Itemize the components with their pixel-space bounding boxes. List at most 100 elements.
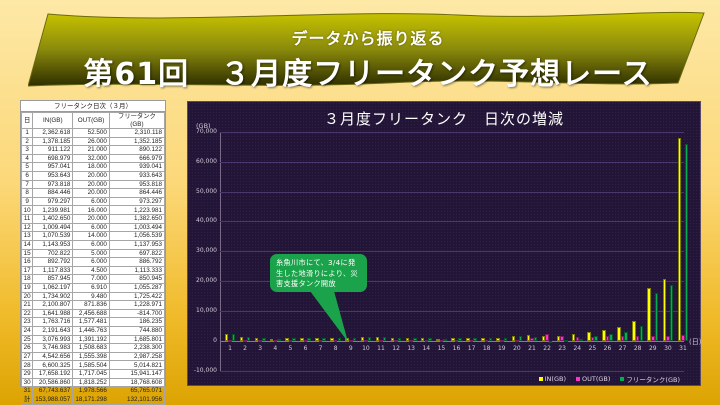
table-row: 31 67,743.637 1,978.566 65,765.071 [20, 386, 166, 396]
cell-freetank: 890.122 [108, 145, 166, 155]
annotation-callout: 糸魚川市にて、3/4に発生した地滑りにより、災害支援タンク開放 [270, 254, 367, 292]
bar-out-day-9 [349, 340, 353, 343]
cell-out: 20.000 [72, 179, 110, 190]
legend-item-in: IN(GB) [538, 375, 566, 383]
bar-ft-day-10 [367, 337, 372, 341]
cell-in: 1,402.650 [32, 214, 74, 224]
gridline [220, 311, 684, 313]
table-row: 17 1,117.833 4.500 1,113.333 [20, 265, 166, 276]
cell-freetank: 5,014.821 [108, 360, 166, 371]
x-tick-label: 16 [452, 345, 461, 352]
bar-in-day-13 [405, 337, 410, 341]
cell-in: 1,734.902 [32, 291, 74, 302]
bar-in-day-27 [617, 327, 621, 341]
cell-in: 911.122 [32, 145, 74, 155]
table-row: 14 1,143.953 6.000 1,137.953 [20, 239, 166, 250]
cell-freetank: 132,101.956 [108, 394, 166, 405]
y-tick-label: 20,000 [196, 277, 217, 285]
bar-ft-day-5 [292, 338, 296, 341]
bar-out-day-31 [681, 335, 685, 341]
x-tick-label: 29 [648, 345, 657, 352]
table-row: 13 1,070.539 14.000 1,056.539 [20, 231, 166, 241]
cell-day: 15 [20, 248, 34, 259]
bar-in-day-30 [662, 279, 667, 341]
cell-in: 953.643 [32, 171, 74, 181]
bar-out-day-12 [394, 340, 398, 343]
y-tick-label: 70,000 [196, 127, 217, 135]
bar-out-day-28 [635, 336, 640, 341]
cell-day: 28 [20, 360, 34, 371]
bar-in-day-10 [360, 337, 365, 341]
cell-day: 27 [20, 351, 34, 362]
cell-freetank: 744.880 [108, 326, 166, 336]
y-tick-label: -10,000 [193, 366, 217, 374]
banner-ribbon-shape [28, 11, 705, 87]
bar-ft-day-6 [307, 338, 311, 341]
zero-line [220, 341, 684, 342]
bar-in-day-11 [375, 336, 380, 341]
cell-out: 6.000 [72, 239, 110, 250]
gridline [220, 251, 684, 253]
cell-day: 10 [20, 205, 34, 216]
legend-label-in: IN(GB) [544, 375, 566, 383]
cell-in: 698.979 [32, 153, 74, 164]
x-tick-label: 11 [377, 345, 385, 352]
cell-in: 857.945 [32, 274, 74, 284]
x-tick-label: 19 [497, 345, 506, 352]
cell-in: 2,191.643 [32, 326, 74, 336]
bar-ft-day-18 [488, 338, 493, 341]
legend-swatch-freetank [620, 377, 625, 381]
cell-freetank: 15,941.147 [108, 369, 166, 379]
cell-in: 1,143.953 [32, 239, 74, 250]
table-caption: フリータンク日次（３月） [21, 101, 165, 112]
y-tick-label: 30,000 [196, 247, 217, 255]
x-tick-label: 5 [288, 345, 293, 352]
cell-in: 1,641.988 [32, 308, 74, 319]
table-row: 10 1,239.981 16.000 1,223.981 [20, 205, 166, 216]
table-row: 4 698.979 32.000 666.979 [20, 153, 166, 164]
cell-day: 23 [20, 317, 34, 327]
bar-in-day-14 [420, 337, 425, 341]
x-tick-label: 6 [303, 345, 308, 352]
bar-ft-day-3 [262, 338, 266, 341]
col-out: OUT(GB) [72, 112, 110, 129]
cell-day: 21 [20, 300, 34, 310]
cell-in: 884.446 [32, 188, 74, 198]
table-row: 7 973.818 20.000 953.818 [20, 179, 166, 190]
cell-freetank: 933.643 [108, 171, 166, 181]
x-tick-label: 12 [392, 345, 400, 352]
gridline [220, 370, 684, 372]
bar-ft-day-25 [594, 335, 598, 341]
cell-freetank: 886.792 [108, 257, 166, 267]
cell-freetank: 973.297 [108, 196, 166, 207]
table-row: 16 892.792 6.000 886.792 [20, 257, 166, 267]
bar-in-day-5 [285, 338, 289, 341]
table-row: 27 4,542.656 1,555.398 2,987.258 [20, 351, 166, 362]
cell-day: 20 [20, 291, 34, 302]
cell-in: 957.041 [32, 162, 74, 173]
x-tick-label: 1 [228, 345, 232, 352]
bar-out-day-14 [424, 340, 429, 343]
bar-in-day-22 [541, 336, 546, 341]
table-row: 12 1,009.494 6.000 1,003.494 [20, 222, 166, 233]
cell-freetank: 864.446 [108, 188, 166, 198]
table-row: 24 2,191.643 1,446.763 744.880 [20, 326, 166, 336]
bar-out-day-22 [545, 333, 549, 341]
bar-ft-day-11 [382, 336, 387, 341]
cell-out: 20.000 [72, 214, 110, 224]
bar-ft-day-1 [231, 334, 236, 341]
bar-in-day-12 [390, 337, 395, 341]
bar-ft-day-22 [548, 341, 553, 344]
x-tick-label: 7 [318, 345, 323, 352]
x-tick-label: 28 [633, 345, 642, 352]
banner-title: 第61回 ３月度フリータンク予想レース [83, 57, 653, 92]
x-tick-label: 24 [573, 345, 582, 352]
table-row: 23 1,763.716 1,577.481 186.235 [20, 317, 166, 327]
table-row: 18 857.945 7.000 850.945 [20, 274, 166, 284]
cell-out: 6.910 [72, 282, 110, 293]
cell-out: 26.000 [72, 136, 110, 147]
cell-day: 12 [20, 222, 34, 233]
cell-out: 1,555.398 [72, 351, 110, 362]
cell-out: 1,818.252 [72, 377, 110, 388]
bar-out-day-4 [273, 340, 278, 343]
